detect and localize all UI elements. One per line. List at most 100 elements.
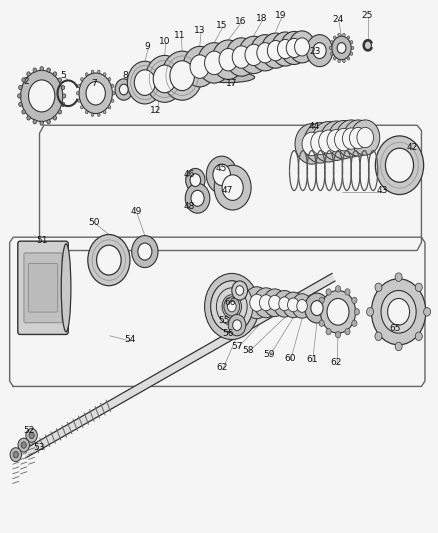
Circle shape xyxy=(304,293,328,323)
Circle shape xyxy=(244,44,262,66)
Circle shape xyxy=(115,79,132,100)
Text: 57: 57 xyxy=(231,342,242,351)
Text: 16: 16 xyxy=(234,17,246,26)
Circle shape xyxy=(346,57,349,60)
Circle shape xyxy=(223,297,239,316)
Circle shape xyxy=(96,245,121,275)
Circle shape xyxy=(346,36,349,39)
Circle shape xyxy=(112,92,115,95)
Circle shape xyxy=(53,116,57,120)
Circle shape xyxy=(343,120,372,156)
Circle shape xyxy=(212,40,244,79)
Circle shape xyxy=(190,55,209,78)
Circle shape xyxy=(58,78,61,82)
Circle shape xyxy=(219,49,237,71)
Text: 51: 51 xyxy=(36,237,47,245)
Circle shape xyxy=(326,130,345,152)
Text: 52: 52 xyxy=(23,426,34,434)
Polygon shape xyxy=(23,273,334,458)
Circle shape xyxy=(296,300,307,312)
Circle shape xyxy=(61,102,65,107)
Text: 54: 54 xyxy=(124,335,135,344)
Circle shape xyxy=(212,164,230,185)
Circle shape xyxy=(273,290,295,317)
Circle shape xyxy=(103,111,106,114)
Text: 15: 15 xyxy=(215,21,227,29)
Circle shape xyxy=(47,120,50,124)
Circle shape xyxy=(306,35,332,67)
Circle shape xyxy=(423,308,430,316)
Circle shape xyxy=(108,106,110,109)
Circle shape xyxy=(210,281,252,332)
Circle shape xyxy=(111,99,114,102)
Circle shape xyxy=(318,297,324,304)
Text: 60: 60 xyxy=(283,354,295,362)
Circle shape xyxy=(243,287,269,319)
Circle shape xyxy=(185,183,209,213)
Circle shape xyxy=(344,328,350,335)
Circle shape xyxy=(351,320,356,326)
Circle shape xyxy=(342,128,359,149)
Circle shape xyxy=(79,73,112,114)
Circle shape xyxy=(329,41,332,44)
Circle shape xyxy=(134,70,155,95)
Circle shape xyxy=(227,301,236,312)
Circle shape xyxy=(312,43,325,59)
Circle shape xyxy=(145,55,184,102)
Text: 8: 8 xyxy=(122,71,128,80)
Circle shape xyxy=(326,298,348,325)
Circle shape xyxy=(85,72,88,76)
Text: 18: 18 xyxy=(255,14,267,23)
Circle shape xyxy=(261,33,290,68)
Circle shape xyxy=(259,295,272,311)
Text: 19: 19 xyxy=(275,12,286,20)
Circle shape xyxy=(33,120,36,124)
Circle shape xyxy=(204,51,223,75)
Circle shape xyxy=(40,121,43,125)
Circle shape xyxy=(77,99,80,102)
Circle shape xyxy=(329,52,332,55)
Circle shape xyxy=(328,46,331,50)
Circle shape xyxy=(271,32,299,66)
Circle shape xyxy=(214,165,251,210)
Ellipse shape xyxy=(61,244,71,332)
Circle shape xyxy=(235,286,243,295)
Circle shape xyxy=(387,298,409,325)
Circle shape xyxy=(27,116,30,120)
Circle shape xyxy=(108,78,110,81)
Circle shape xyxy=(278,297,290,311)
Circle shape xyxy=(91,70,94,74)
Circle shape xyxy=(91,113,94,116)
Text: 12: 12 xyxy=(150,106,161,115)
Text: 61: 61 xyxy=(305,356,317,364)
Circle shape xyxy=(344,289,350,295)
Circle shape xyxy=(318,320,324,326)
Circle shape xyxy=(351,297,356,304)
Circle shape xyxy=(222,175,243,200)
Circle shape xyxy=(22,78,25,82)
Circle shape xyxy=(337,34,339,37)
Circle shape xyxy=(232,320,241,330)
Text: 50: 50 xyxy=(88,218,100,227)
Circle shape xyxy=(332,36,335,39)
Circle shape xyxy=(21,442,26,448)
Circle shape xyxy=(204,273,258,340)
FancyBboxPatch shape xyxy=(18,241,68,335)
Circle shape xyxy=(256,43,273,63)
Circle shape xyxy=(371,279,425,345)
Circle shape xyxy=(280,31,307,64)
Circle shape xyxy=(13,451,18,458)
Circle shape xyxy=(364,41,371,50)
Text: 10: 10 xyxy=(159,37,170,45)
Text: 62: 62 xyxy=(215,364,227,372)
Circle shape xyxy=(85,111,88,114)
Circle shape xyxy=(356,127,373,148)
Circle shape xyxy=(53,72,57,76)
Circle shape xyxy=(291,294,311,318)
Circle shape xyxy=(28,80,55,112)
Circle shape xyxy=(27,72,30,76)
Circle shape xyxy=(253,288,278,318)
Text: 46: 46 xyxy=(183,170,194,179)
Circle shape xyxy=(58,110,61,114)
Circle shape xyxy=(394,342,401,351)
